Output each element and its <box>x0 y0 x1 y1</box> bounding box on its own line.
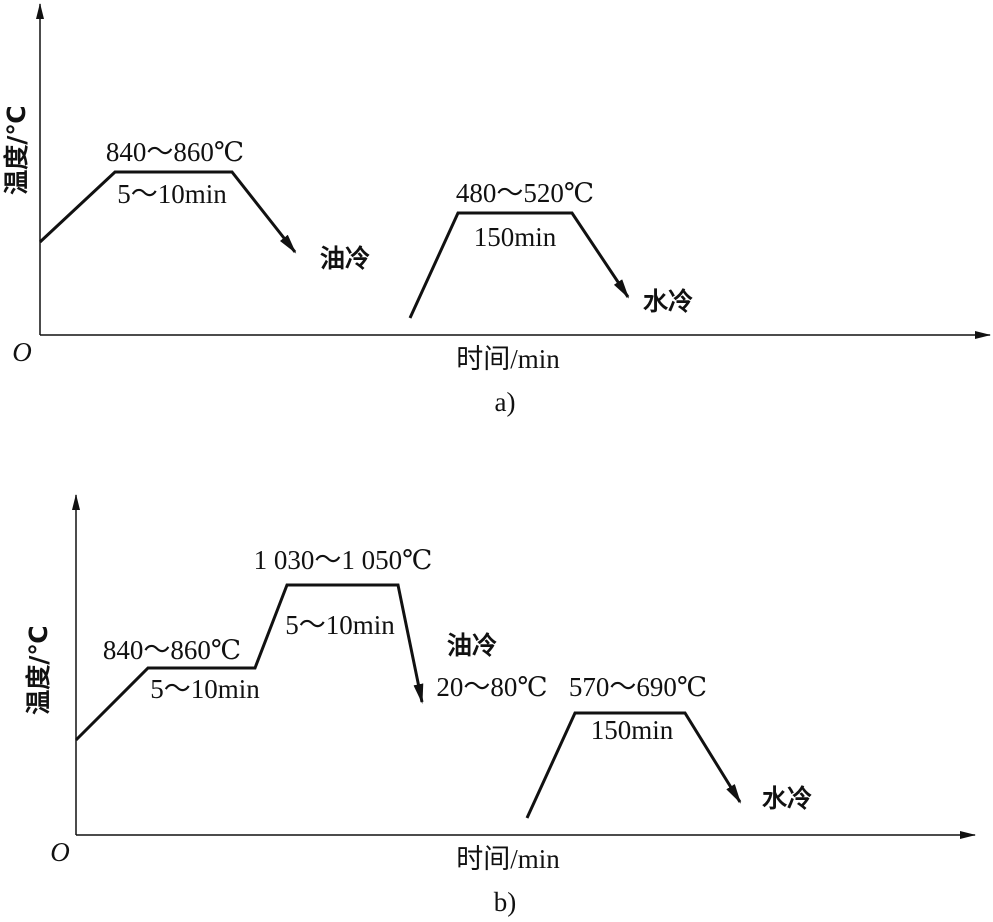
caption: a) <box>495 387 516 417</box>
hold-label: 150min <box>591 715 674 745</box>
hold-label: 5～10min <box>150 674 260 704</box>
x-axis-label: 时间/min <box>456 344 560 374</box>
temperature-label: 840～860℃ <box>106 137 244 167</box>
temper-curve <box>525 711 742 819</box>
hold-label: 5～10min <box>285 610 395 640</box>
temperature-label: 1 030～1 050℃ <box>254 545 433 575</box>
temperature-label: 480～520℃ <box>456 178 594 208</box>
temperature-label: 570～690℃ <box>569 672 707 702</box>
quench-curve <box>74 583 424 742</box>
quench-curve <box>38 170 297 254</box>
x-axis-label: 时间/min <box>456 844 560 874</box>
origin: O <box>12 337 32 367</box>
hold-label: 150min <box>474 222 557 252</box>
y-axis-label: 温度/℃ <box>2 105 31 194</box>
cooling-label: 油冷 <box>320 244 370 273</box>
temper-curve <box>408 211 630 319</box>
cooling-label: 水冷 <box>762 784 812 813</box>
y-axis-label: 温度/℃ <box>24 625 53 714</box>
hold-label: 5～10min <box>117 179 227 209</box>
cooling-label: 水冷 <box>643 287 693 316</box>
diagram-a: O 温度/℃ 840～860℃ 5～10min 油冷 480～520℃ 150m… <box>2 3 991 417</box>
end-temperature-label: 20～80℃ <box>436 672 547 702</box>
cooling-label: 油冷 <box>447 631 497 660</box>
caption: b) <box>494 887 517 917</box>
origin: O <box>50 837 70 867</box>
diagram-b: O 温度/℃ 840～860℃ 5～10min 1 030～1 050℃ 5～1… <box>24 494 976 917</box>
temperature-label: 840～860℃ <box>103 635 241 665</box>
